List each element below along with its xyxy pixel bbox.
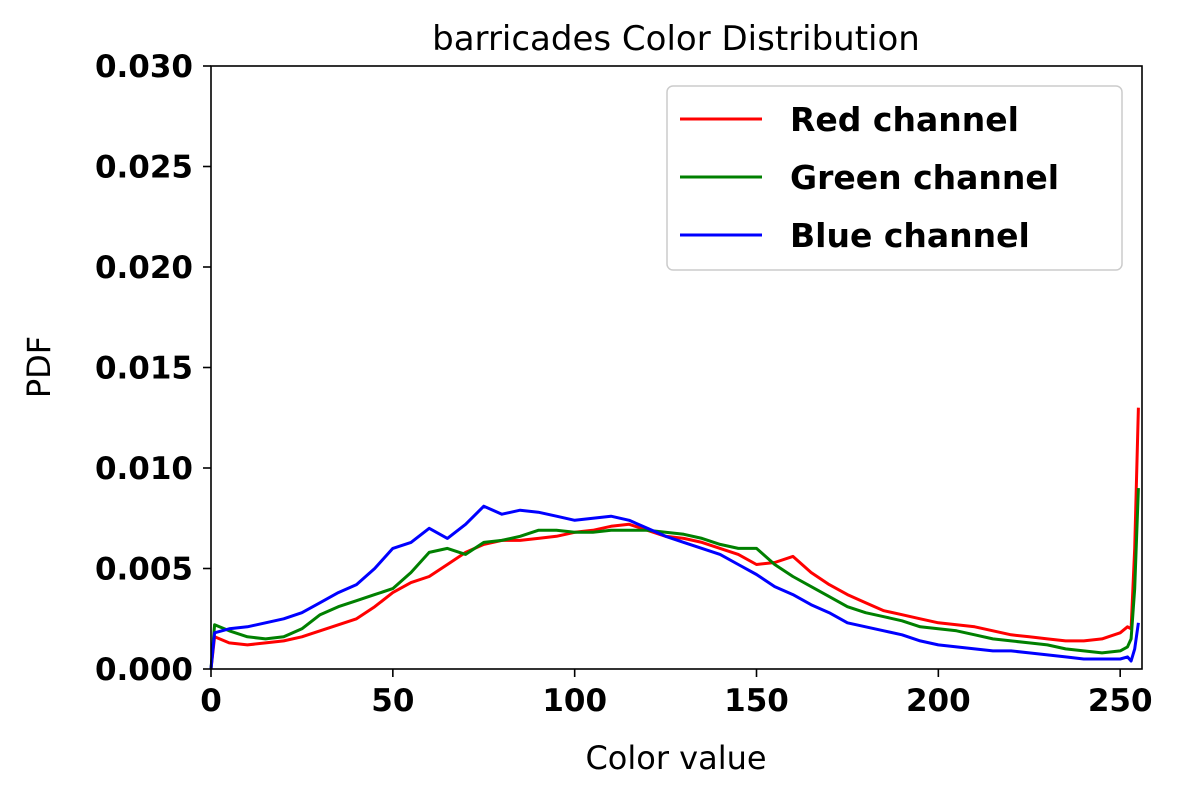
series-line-red-channel (209, 407, 1140, 670)
plot-area: 0 50 100 150 200 250 0.000 0.005 0.010 0.015 0.02… (95, 49, 1153, 719)
x-tick-label: 100 (542, 683, 607, 719)
series-line-green-channel (209, 488, 1140, 670)
legend-items: Red channel Green channel Blue channel (680, 100, 1059, 255)
y-tick-label: 0.010 (95, 451, 193, 487)
legend: Red channel Green channel Blue channel (666, 85, 1123, 271)
x-tick-label: 0 (200, 683, 222, 719)
series-line-blue-channel (209, 504, 1140, 670)
y-tick-label: 0.020 (95, 250, 193, 286)
legend-box (666, 85, 1123, 271)
series-lines (209, 407, 1140, 670)
y-tick-label: 0.005 (95, 552, 193, 588)
y-axis-label: PDF (20, 336, 58, 398)
x-axis-label: Color value (585, 739, 766, 777)
legend-label-green-channel: Green channel (790, 158, 1059, 197)
y-tick-label: 0.000 (95, 652, 193, 688)
y-tick-label: 0.015 (95, 351, 193, 387)
y-axis-ticks: 0.000 0.005 0.010 0.015 0.020 0.025 0.030 (95, 49, 211, 688)
legend-label-red-channel: Red channel (790, 100, 1019, 139)
y-tick-label: 0.025 (95, 150, 193, 186)
x-tick-label: 150 (724, 683, 789, 719)
x-tick-label: 50 (371, 683, 414, 719)
x-axis-ticks: 0 50 100 150 200 250 (200, 669, 1153, 719)
chart-title: barricades Color Distribution (432, 19, 920, 59)
legend-label-blue-channel: Blue channel (790, 216, 1030, 255)
x-tick-label: 250 (1088, 683, 1153, 719)
x-tick-label: 200 (906, 683, 971, 719)
y-tick-label: 0.030 (95, 49, 193, 85)
